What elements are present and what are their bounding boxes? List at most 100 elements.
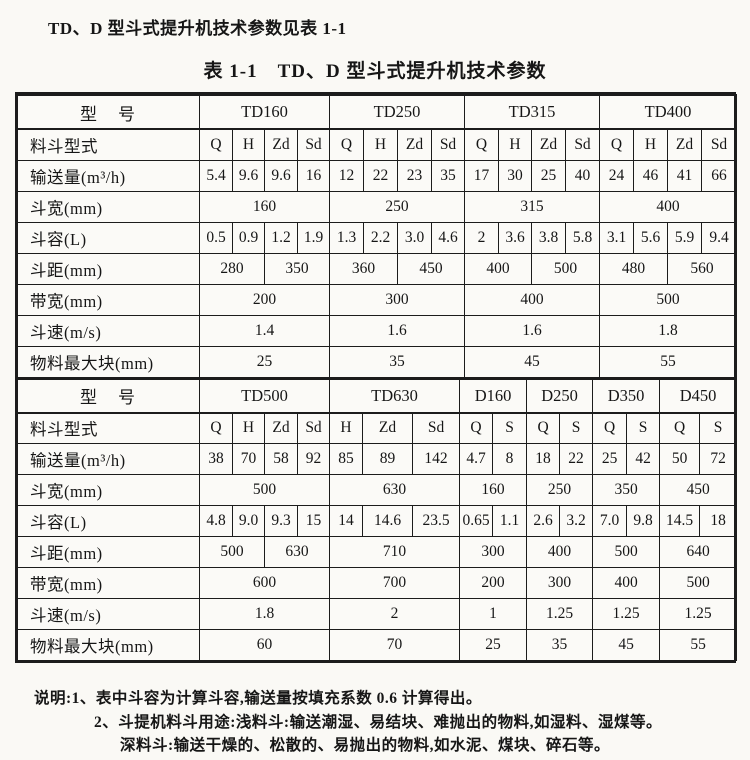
data-cell: 45	[592, 629, 661, 661]
table-row: 带宽(mm) 200 300 400 500	[17, 283, 737, 316]
data-cell: 360	[329, 252, 398, 285]
data-cell: 35	[329, 345, 465, 378]
model-cell: TD500	[199, 377, 330, 414]
parameters-table-top: 型 号 TD160 TD250 TD315 TD400 料斗型式 Q H Zd Sd Q H Zd Sd Q…	[17, 94, 737, 378]
data-cell: 600	[199, 567, 330, 599]
row-label: 料斗型式	[17, 128, 200, 161]
table-row: 斗宽(mm) 500 630 160 250 350 450	[17, 474, 738, 506]
data-cell: 640	[659, 536, 738, 568]
data-cell: 1.1	[492, 505, 528, 537]
data-cell: S	[492, 412, 528, 444]
data-cell: 70	[328, 629, 461, 661]
data-cell: 560	[667, 252, 737, 285]
data-cell: Q	[329, 128, 364, 161]
note-line-3: 深料斗:输送干燥的、松散的、易抛出的物料,如水泥、煤块、碎石等。	[120, 737, 611, 754]
data-cell: 400	[526, 536, 594, 568]
data-cell: H	[498, 128, 532, 161]
data-cell: 500	[599, 283, 737, 316]
row-label: 输送量(m³/h)	[17, 159, 200, 192]
data-cell: 22	[363, 159, 398, 192]
data-cell: 30	[498, 159, 532, 192]
data-cell: 3.8	[531, 221, 566, 254]
data-cell: Sd	[701, 128, 737, 161]
data-cell: 200	[199, 283, 330, 316]
data-cell: 1.9	[297, 221, 330, 254]
row-label: 斗容(L)	[17, 505, 200, 537]
data-cell: 23.5	[411, 505, 461, 537]
data-cell: 700	[328, 567, 461, 599]
table-title: 表 1-1 TD、D 型斗式提升机技术参数	[203, 61, 547, 82]
data-cell: 500	[199, 474, 330, 506]
data-cell: Sd	[431, 128, 465, 161]
data-cell: 58	[264, 443, 298, 475]
data-cell: S	[559, 412, 594, 444]
model-cell: D450	[659, 377, 738, 414]
data-cell: 24	[599, 159, 634, 192]
data-cell: 1.8	[199, 598, 330, 630]
data-cell: 5.8	[565, 221, 600, 254]
intro-text: TD、D 型斗式提升机技术参数见表 1-1	[48, 19, 347, 38]
data-cell: 25	[531, 159, 566, 192]
data-cell: 280	[199, 252, 265, 285]
data-cell: 0.9	[232, 221, 265, 254]
data-cell: 50	[659, 443, 701, 475]
data-cell: 60	[199, 629, 330, 661]
table-row: 料斗型式 Q H Zd Sd Q H Zd Sd Q H Zd Sd Q H Zd Sd	[17, 128, 737, 161]
data-cell: 1.25	[592, 598, 661, 630]
data-cell: 16	[297, 159, 330, 192]
data-cell: 1.6	[329, 314, 465, 347]
data-cell: 3.0	[397, 221, 432, 254]
data-cell: Q	[459, 412, 494, 444]
data-cell: 5.9	[667, 221, 702, 254]
table-row: 斗速(m/s) 1.4 1.6 1.6 1.8	[17, 314, 737, 347]
data-cell: Zd	[264, 412, 298, 444]
data-cell: 8	[492, 443, 528, 475]
data-cell: Q	[199, 128, 233, 161]
data-cell: 9.4	[701, 221, 737, 254]
data-cell: 500	[659, 567, 738, 599]
data-cell: 450	[659, 474, 738, 506]
data-cell: 630	[328, 474, 461, 506]
data-cell: 400	[464, 283, 600, 316]
data-cell: H	[232, 128, 265, 161]
data-cell: 400	[464, 252, 532, 285]
data-cell: 3.1	[599, 221, 634, 254]
data-cell: 40	[565, 159, 600, 192]
data-cell: 3.6	[498, 221, 532, 254]
model-cell: TD160	[199, 94, 330, 130]
data-cell: 300	[329, 283, 465, 316]
model-cell: D160	[459, 377, 528, 414]
data-cell: 160	[199, 190, 330, 223]
data-cell: 9.6	[232, 159, 265, 192]
row-label: 型 号	[17, 377, 200, 414]
data-cell: Q	[526, 412, 561, 444]
data-cell: H	[363, 128, 398, 161]
data-cell: 480	[599, 252, 668, 285]
data-cell: 9.8	[626, 505, 661, 537]
table-row: 输送量(m³/h) 38 70 58 92 85 89 142 4.7 8 18 22 25 42 50 72	[17, 443, 738, 475]
data-cell: H	[232, 412, 265, 444]
data-cell: 0.65	[459, 505, 494, 537]
data-cell: 250	[526, 474, 594, 506]
row-label: 斗宽(mm)	[17, 190, 200, 223]
data-cell: 1.25	[526, 598, 594, 630]
table-row: 斗速(m/s) 1.8 2 1 1.25 1.25 1.25	[17, 598, 738, 630]
data-cell: 14	[329, 505, 363, 537]
data-cell: 18	[526, 443, 561, 475]
table-row: 物料最大块(mm) 60 70 25 35 45 55	[17, 629, 738, 661]
data-cell: Q	[464, 128, 499, 161]
data-cell: 85	[329, 443, 363, 475]
data-cell: 18	[699, 505, 738, 537]
table-row: 型 号 TD500 TD630 D160 D250 D350 D450	[17, 377, 738, 414]
table-row: 料斗型式 Q H Zd Sd H Zd Sd Q S Q S Q S Q S	[17, 412, 738, 444]
data-cell: 25	[592, 443, 628, 475]
notes-block: 说明:1、表中斗容为计算斗容,输送量按填充系数 0.6 计算得出。 2、斗提机料…	[34, 687, 662, 758]
table-row: 带宽(mm) 600 700 200 300 400 500	[17, 567, 738, 599]
row-label: 输送量(m³/h)	[17, 443, 200, 475]
note-line-1: 说明:1、表中斗容为计算斗容,输送量按填充系数 0.6 计算得出。	[34, 690, 482, 707]
data-cell: 14.5	[659, 505, 701, 537]
data-cell: 500	[592, 536, 661, 568]
data-cell: H	[329, 412, 363, 444]
data-cell: Sd	[565, 128, 600, 161]
data-cell: 300	[459, 536, 528, 568]
